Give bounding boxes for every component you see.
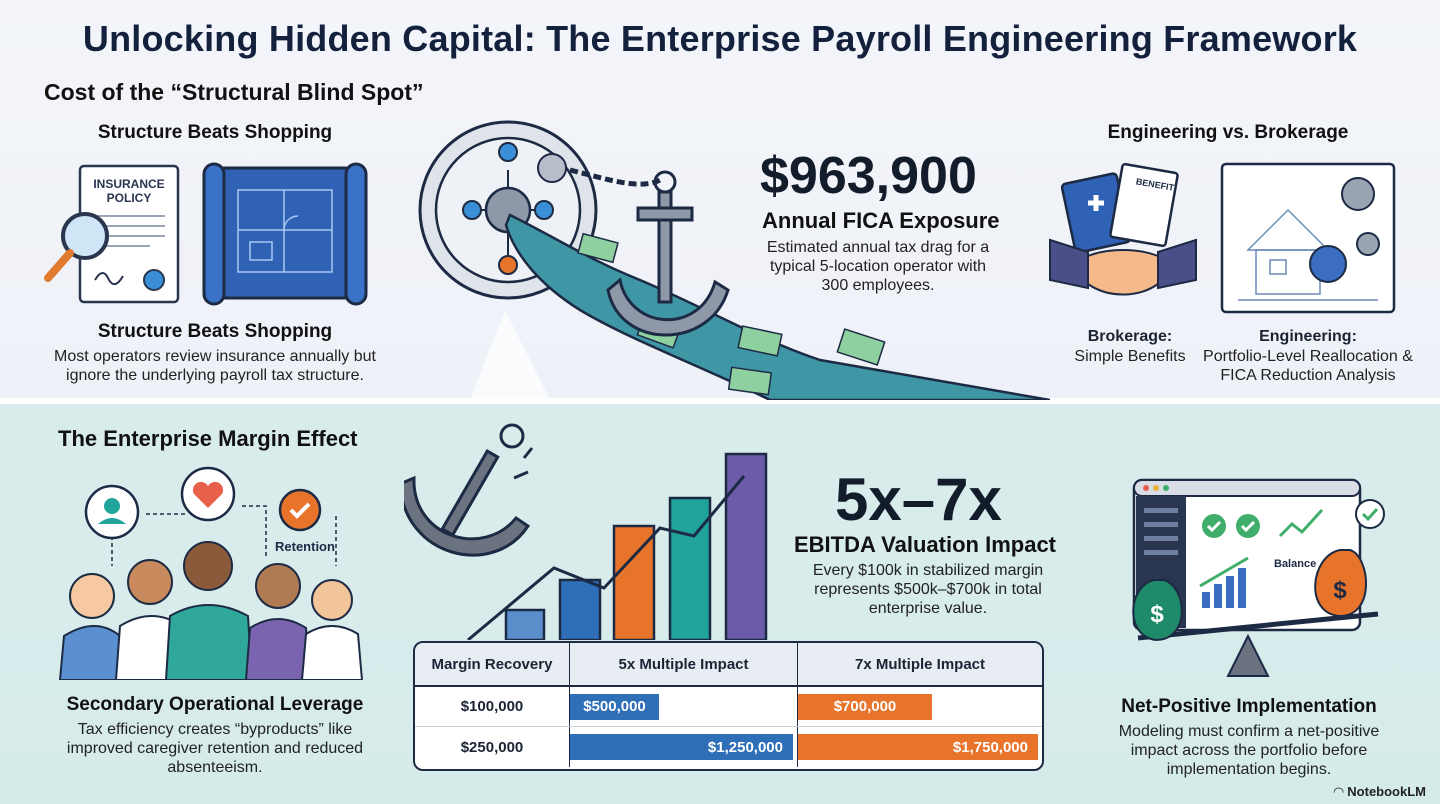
brokerage-text: Simple Benefits: [1074, 348, 1186, 365]
notebooklm-credit: ◠ NotebookLM: [1334, 784, 1426, 800]
blueprint-icon: [202, 162, 368, 306]
table-row: $250,000 $1,250,000 $1,750,000: [415, 727, 1042, 767]
leverage-heading: Secondary Operational Leverage: [66, 694, 364, 715]
growth-chart-illustration: [404, 423, 768, 640]
structure-heading: Structure Beats Shopping: [97, 122, 333, 143]
header-7x: 7x Multiple Impact: [854, 655, 986, 673]
structure-caption-heading: Structure Beats Shopping: [97, 321, 333, 342]
bar-5x: $1,250,000: [570, 734, 793, 760]
bottom-section-title: The Enterprise Margin Effect: [58, 426, 358, 451]
fica-description: Estimated annual tax drag for a typical …: [766, 239, 990, 294]
fica-amount: $963,900: [760, 147, 977, 205]
bar-5x-value: $500,000: [583, 698, 646, 715]
credit-text: NotebookLM: [1347, 784, 1426, 799]
margin-table: Margin Recovery 5x Multiple Impact 7x Mu…: [413, 641, 1044, 771]
insurance-policy-icon: INSURANCE POLICY: [44, 164, 180, 304]
bar-7x-value: $1,750,000: [952, 738, 1028, 756]
implementation-text: Modeling must confirm a net-positive imp…: [1118, 723, 1380, 778]
row-recovery: $250,000: [415, 727, 570, 767]
balance-label: Balance: [1274, 558, 1317, 570]
page-title: Unlocking Hidden Capital: The Enterprise…: [82, 18, 1358, 59]
table-header: Margin Recovery 5x Multiple Impact 7x Mu…: [415, 643, 1042, 687]
bar-7x: $1,750,000: [798, 734, 1038, 760]
vault-anchor-illustration: [418, 120, 1050, 400]
notebooklm-logo-icon: ◠: [1333, 784, 1348, 799]
bar-5x: $500,000: [570, 693, 659, 720]
engineering-blueprint-icon: [1220, 162, 1396, 314]
ebitda-multiple: 5x–7x: [835, 466, 1002, 533]
fica-label: Annual FICA Exposure: [762, 208, 1000, 233]
engineering-title: Engineering:: [1259, 328, 1357, 345]
bar-5x-value: $1,250,000: [707, 738, 783, 756]
top-section-title: Cost of the “Structural Blind Spot”: [44, 79, 424, 105]
row-recovery: $100,000: [415, 687, 570, 726]
implementation-heading: Net-Positive Implementation: [1121, 696, 1377, 717]
bar-7x-value: $700,000: [833, 698, 897, 715]
header-5x: 5x Multiple Impact: [570, 643, 798, 685]
header-margin-recovery: Margin Recovery: [415, 643, 570, 685]
svg-text:$: $: [1333, 577, 1347, 604]
engineering-text: Portfolio-Level Reallocation & FICA Redu…: [1203, 348, 1413, 384]
handshake-icon: BENEFIT: [1049, 162, 1197, 296]
engineering-heading: Engineering vs. Brokerage: [1107, 122, 1349, 143]
retention-badge-icon: [278, 488, 322, 532]
policy-label-line1: INSURANCE: [93, 177, 164, 191]
structure-caption-text: Most operators review insurance annually…: [54, 348, 376, 384]
bar-7x: $700,000: [798, 693, 932, 720]
band-divider: [0, 398, 1440, 404]
balance-dashboard-illustration: $ $: [1132, 478, 1385, 677]
leverage-text: Tax efficiency creates “byproducts” like…: [66, 721, 364, 776]
svg-text:$: $: [1150, 601, 1164, 628]
caregivers-illustration: [58, 466, 364, 680]
brokerage-title: Brokerage:: [1087, 328, 1173, 345]
table-row: $100,000 $500,000 $700,000: [415, 687, 1042, 727]
ebitda-label: EBITDA Valuation Impact: [794, 532, 1057, 557]
retention-label: Retention: [275, 539, 335, 554]
ebitda-description: Every $100k in stabilized margin represe…: [812, 562, 1044, 617]
policy-label-line2: POLICY: [107, 191, 152, 205]
